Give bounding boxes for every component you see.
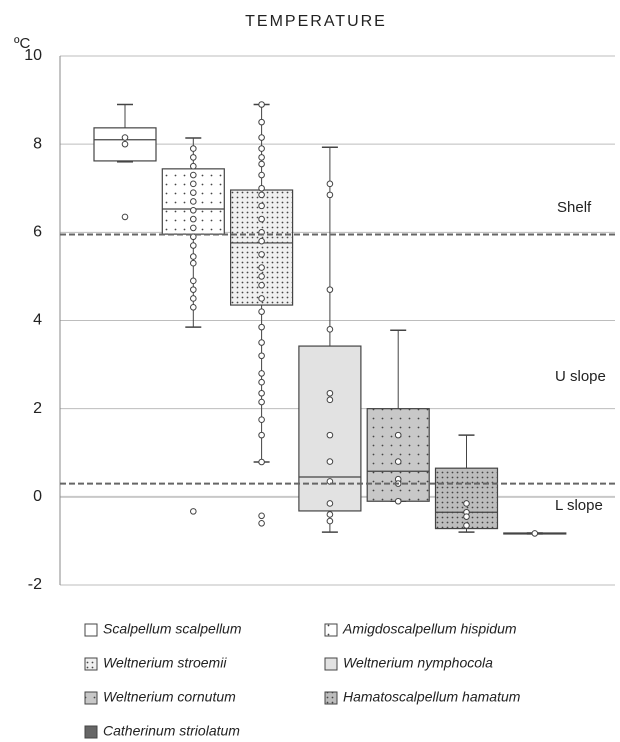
- data-point: [258, 378, 265, 386]
- y-tick-label: 10: [24, 47, 42, 64]
- annotation: U slope: [555, 368, 606, 385]
- data-point: [121, 140, 129, 148]
- data-point: [258, 160, 265, 168]
- data-point: [258, 251, 265, 258]
- data-point: [121, 134, 129, 141]
- legend-label: Amigdoscalpellum hispidum: [342, 621, 517, 637]
- data-point: [258, 398, 265, 406]
- data-point: [326, 286, 334, 293]
- data-point: [190, 198, 197, 205]
- legend-label: Weltnerium stroemii: [103, 655, 227, 671]
- data-point: [190, 253, 197, 260]
- data-point: [121, 213, 129, 221]
- legend-label: Weltnerium nymphocola: [343, 655, 493, 671]
- annotation: Shelf: [557, 199, 592, 216]
- data-point: [190, 171, 197, 179]
- y-tick-label: 8: [33, 135, 42, 152]
- data-point: [258, 134, 265, 141]
- data-point: [326, 191, 334, 199]
- data-point: [190, 303, 197, 311]
- legend-label: Hamatoscalpellum hamatum: [343, 689, 521, 705]
- legend-label: Catherinum striolatum: [103, 723, 240, 739]
- data-point: [258, 458, 265, 466]
- annotation: L slope: [555, 497, 603, 514]
- data-point: [326, 500, 334, 507]
- box: [434, 467, 499, 530]
- data-point: [258, 323, 265, 331]
- data-point: [258, 281, 265, 289]
- data-point: [258, 118, 265, 126]
- data-point: [258, 339, 265, 346]
- data-point: [258, 237, 265, 245]
- data-point: [258, 171, 265, 179]
- data-point: [258, 370, 265, 377]
- data-point: [394, 458, 402, 465]
- data-point: [326, 180, 334, 188]
- data-point: [326, 396, 334, 404]
- data-point: [258, 264, 265, 271]
- y-tick-label: 2: [33, 400, 42, 417]
- data-point: [258, 191, 265, 199]
- data-point: [258, 512, 265, 520]
- data-point: [258, 215, 265, 223]
- data-point: [190, 508, 197, 515]
- legend-swatch: [324, 691, 338, 705]
- legend-swatch: [324, 623, 338, 637]
- y-axis-label: ºC: [14, 35, 30, 52]
- data-point: [258, 145, 265, 152]
- legend-swatch: [84, 691, 98, 705]
- data-point: [258, 202, 265, 210]
- data-point: [463, 522, 470, 529]
- legend-swatch: [84, 657, 98, 671]
- data-point: [190, 286, 197, 293]
- data-point: [190, 295, 197, 302]
- data-point: [190, 277, 197, 285]
- y-tick-label: 4: [33, 312, 42, 329]
- data-point: [258, 389, 265, 397]
- data-point: [394, 497, 402, 505]
- legend-label: Scalpellum scalpellum: [103, 621, 242, 637]
- data-point: [258, 101, 265, 108]
- legend-swatch: [84, 725, 98, 739]
- data-point: [258, 519, 265, 527]
- data-point: [394, 431, 402, 439]
- legend-swatch: [324, 657, 338, 671]
- legend-swatch: [84, 623, 98, 637]
- data-point: [531, 530, 539, 537]
- data-point: [190, 259, 197, 267]
- box: [366, 408, 430, 502]
- y-tick-label: 6: [33, 224, 42, 241]
- data-point: [326, 431, 334, 439]
- data-point: [190, 145, 197, 152]
- data-point: [190, 154, 197, 161]
- data-point: [190, 242, 197, 249]
- data-point: [190, 224, 197, 232]
- data-point: [258, 154, 265, 161]
- y-tick-label: 0: [33, 488, 42, 505]
- data-point: [258, 352, 265, 360]
- data-point: [326, 389, 334, 397]
- data-point: [258, 273, 265, 280]
- data-point: [258, 431, 265, 439]
- data-point: [463, 513, 470, 520]
- data-point: [463, 500, 470, 507]
- legend-label: Weltnerium cornutum: [103, 689, 236, 705]
- y-tick-label: -2: [28, 576, 42, 593]
- data-point: [258, 184, 265, 192]
- data-point: [326, 326, 334, 333]
- data-point: [326, 458, 334, 465]
- data-point: [326, 517, 334, 525]
- data-point: [190, 180, 197, 188]
- box: [298, 345, 362, 512]
- data-point: [190, 215, 197, 223]
- chart-title: TEMPERATURE: [245, 13, 387, 30]
- data-point: [258, 416, 265, 423]
- data-point: [190, 206, 197, 214]
- data-point: [326, 511, 334, 518]
- data-point: [190, 162, 197, 170]
- data-point: [258, 308, 265, 315]
- data-point: [258, 295, 265, 302]
- data-point: [190, 189, 197, 196]
